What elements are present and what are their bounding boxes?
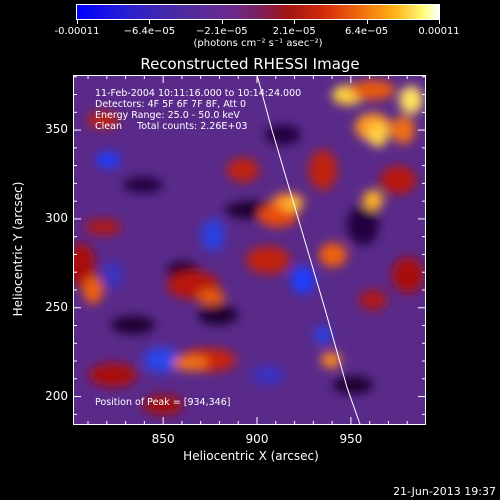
- heatmap-blob: [197, 289, 225, 305]
- heatmap-blob: [380, 166, 416, 194]
- heatmap-blob: [363, 190, 383, 210]
- heatmap-blob: [252, 365, 284, 385]
- heatmap-blob: [103, 261, 123, 289]
- heatmap-blob: [314, 326, 332, 344]
- x-tick-label: 850: [151, 432, 175, 446]
- chart-title: Reconstructed RHESSI Image: [140, 55, 360, 73]
- heatmap-blob: [321, 352, 341, 368]
- colorbar-tick: [221, 20, 223, 24]
- heatmap-blob: [73, 243, 95, 287]
- y-tick-label: 350: [45, 122, 68, 137]
- heatmap-blob: [309, 150, 337, 190]
- heatmap-blob: [87, 112, 119, 128]
- colorbar-tick: [294, 20, 296, 24]
- colorbar-tick: [366, 20, 368, 24]
- heatmap-blob: [201, 219, 225, 251]
- timestamp: 21-Jun-2013 19:37: [393, 485, 496, 498]
- heatmap-blob: [333, 376, 373, 394]
- heatmap-blob: [173, 355, 209, 371]
- heatmap-blob: [359, 290, 387, 310]
- x-tick-label: 950: [339, 432, 363, 446]
- heatmap-blob: [347, 205, 379, 245]
- colorbar: [76, 4, 440, 20]
- colorbar-tick: [149, 20, 151, 24]
- heatmap-blob: [143, 395, 183, 415]
- heatmap-blob: [85, 219, 121, 235]
- annotation-clean: Clean Total counts: 2.26E+03: [95, 121, 248, 132]
- annotation-time: 11-Feb-2004 10:11:16.000 to 10:14:24.000: [95, 88, 302, 99]
- heatmap-blob: [198, 305, 238, 325]
- heatmap-blob: [392, 257, 424, 293]
- colorbar-tick-label: 0.00011: [418, 26, 460, 37]
- heatmap-blob: [391, 116, 415, 144]
- heatmap-blob: [111, 316, 155, 334]
- colorbar-tick: [439, 20, 440, 24]
- y-tick-label: 300: [45, 210, 68, 225]
- heatmap-blob: [246, 246, 290, 274]
- y-tick-label: 250: [45, 299, 68, 314]
- heatmap-blob: [123, 177, 163, 193]
- heatmap-blob: [227, 158, 259, 182]
- heatmap-blob: [399, 86, 423, 114]
- heatmap-blob: [368, 123, 388, 147]
- heatmap-blob: [291, 266, 315, 294]
- colorbar-tick-label: -0.00011: [54, 26, 100, 37]
- annotation-energy: Energy Range: 25.0 - 50.0 keV: [95, 110, 240, 121]
- annotation-peak: Position of Peak = [934,346]: [95, 397, 231, 408]
- x-tick-label: 900: [245, 432, 269, 446]
- y-tick-label: 200: [45, 388, 68, 403]
- colorbar-tick: [77, 20, 78, 24]
- heatmap-blob: [83, 276, 103, 304]
- heatmap-blob: [265, 125, 301, 145]
- annotation-detectors: Detectors: 4F 5F 6F 7F 8F, Att 0: [95, 99, 247, 110]
- heatmap-blob: [143, 347, 179, 373]
- y-axis-title: Heliocentric Y (arcsec): [11, 181, 25, 317]
- solar-limb-line: [256, 75, 361, 425]
- colorbar-tick-label: −2.1e−05: [196, 26, 248, 37]
- heatmap-blob: [319, 243, 347, 267]
- plot-frame: [73, 75, 426, 425]
- colorbar-tick-label: 6.4e−05: [345, 26, 389, 37]
- heatmap-blob: [285, 199, 301, 211]
- heatmap-blob: [89, 363, 137, 387]
- colorbar-tick-label: 2.1e−05: [272, 26, 316, 37]
- heatmap-blob: [351, 80, 395, 100]
- colorbar-units: (photons cm⁻² s⁻¹ asec⁻²): [193, 38, 323, 49]
- x-axis-title: Heliocentric X (arcsec): [183, 449, 319, 463]
- plot-area: [73, 75, 426, 425]
- heatmap-blob: [96, 152, 120, 168]
- colorbar-tick-label: −6.4e−05: [123, 26, 176, 37]
- axis-ticks: [73, 75, 426, 425]
